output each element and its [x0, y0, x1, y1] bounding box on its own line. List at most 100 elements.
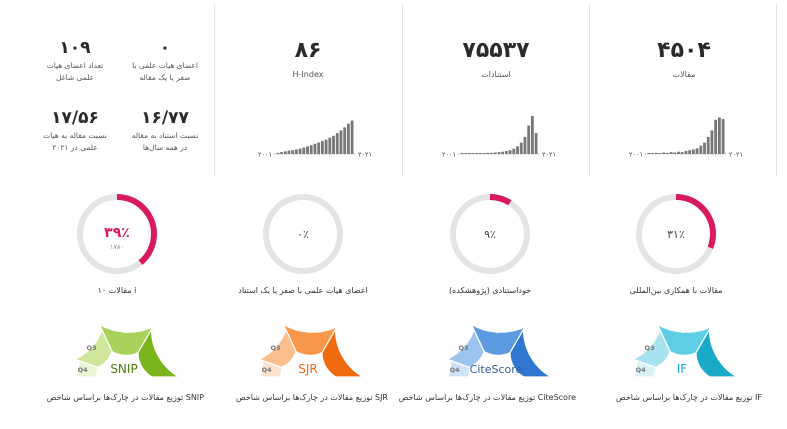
quartile-segment [98, 322, 155, 356]
quartile-label: Q1 [158, 351, 169, 359]
sparkline-bar [291, 150, 295, 154]
sparkline-bar [283, 151, 287, 154]
article-ratio-value: ۱۷/۵۶ [51, 108, 99, 128]
citation-ratio-value: ۱۶/۷۷ [141, 108, 189, 128]
article-ratio-stat: ۱۷/۵۶ نسبت مقاله به هیات علمی در ۲۰۲۱ [30, 108, 120, 154]
sparkline-bar [706, 136, 710, 154]
sparkline-bar [677, 151, 680, 154]
gauge-value: ۰٪ [297, 228, 309, 241]
sparkline-bar [691, 149, 695, 154]
sparkline-bar [501, 151, 505, 154]
index-name: IF [677, 362, 688, 376]
quartile-label: Q3 [87, 344, 97, 352]
sparkline-bar [335, 133, 339, 154]
gauge-ring: ۳۹٪ ۱۷۸۰ [77, 194, 157, 274]
sparkline-bar [475, 153, 479, 154]
gauge-fill [636, 194, 716, 274]
sparkline-bar [493, 152, 497, 154]
sparkline-bar [662, 152, 666, 154]
quartile-segment [137, 327, 182, 378]
hindex-sparkline: ۲۰۰۱ ۲۰۲۱ [258, 120, 372, 159]
sparkline-bar [699, 145, 703, 154]
sparkline-bar [294, 149, 298, 154]
sparkline-bar [478, 153, 482, 154]
gauge-value: ۳۹٪ [104, 225, 130, 241]
sparkline-bar [512, 148, 516, 154]
hindex-value: ۸۶ [294, 38, 322, 63]
year-end-label: ۲۰۲۱ [358, 151, 372, 159]
articles-sparkline: ۲۰۰۱ ۲۰۲۱ [629, 117, 743, 159]
quartile-label: Q1 [342, 351, 353, 359]
zero-members-label-2: صفر یا یک مقاله [139, 73, 191, 82]
article-ratio-label-1: نسبت مقاله به هیات [43, 131, 107, 140]
quartile-half-donut: Q4 Q3 Q2 Q1 CiteScore [445, 322, 554, 378]
sparkline-bar [534, 133, 538, 154]
year-end-label: ۲۰۲۱ [542, 151, 556, 159]
sparkline-bar [350, 120, 354, 154]
sparkline-bar [471, 153, 475, 154]
sparkline-bar [460, 153, 464, 154]
sparkline-bar [467, 153, 471, 154]
zero-members-stat: ۰ اعضای هیات علمی با صفر یا یک مقاله [120, 38, 210, 84]
citation-ratio-label-2: در همه سال‌ها [142, 143, 188, 152]
sparkline-bar [280, 152, 283, 154]
summary-row: ۰ اعضای هیات علمی با صفر یا یک مقاله ۱۰۹… [26, 4, 777, 176]
zero-members-label-1: اعضای هیات علمی با [132, 61, 198, 70]
hindex-card: ۸۶ H-Index ۲۰۰۱ ۲۰۲۱ [216, 4, 400, 176]
faculty-stats-card: ۰ اعضای هیات علمی با صفر یا یک مقاله ۱۰۹… [26, 4, 212, 176]
index-name: SNIP [110, 362, 137, 376]
sparkline-bar [482, 153, 486, 154]
hindex-label: H-Index [292, 70, 324, 79]
quartile-label: Q4 [450, 366, 461, 374]
sparkline-bar [328, 137, 332, 154]
sparkline-bar [669, 152, 673, 154]
quartile-label: Q3 [459, 344, 469, 352]
sparkline-bar [346, 123, 350, 154]
sparkline-bar [651, 153, 654, 154]
quartile-segment [470, 322, 527, 356]
sparkline-bar [298, 148, 302, 154]
gauge-value: ۹٪ [484, 228, 496, 241]
citations-label: استنادات [481, 70, 511, 79]
index-name: CiteScore [470, 363, 523, 376]
active-members-label-2: علمی شاغل [55, 73, 95, 82]
year-start-label: ۲۰۰۱ [258, 151, 272, 159]
sparkline-bar [688, 150, 692, 154]
quartile-label: Q2 [493, 327, 503, 335]
sparkline-bar [703, 142, 706, 154]
active-members-label-1: تعداد اعضای هیات [46, 61, 104, 70]
sparkline-bar [519, 142, 523, 154]
sparkline-bar [695, 148, 699, 154]
gauge-label: اعضای هیات علمی با صفر یا یک استناد [238, 286, 368, 295]
gauge-label: مقالات ۱۰ i [97, 286, 137, 295]
active-members-value: ۱۰۹ [59, 38, 91, 58]
sparkline-bar [276, 152, 280, 154]
article-ratio-label-2: علمی در ۲۰۲۱ [52, 143, 98, 152]
citation-ratio-stat: ۱۶/۷۷ نسبت استناد به مقاله در همه سال‌ها [120, 108, 210, 154]
sparkline-bar [306, 146, 309, 154]
sparkline-bar [317, 142, 321, 154]
quartile-label: Q1 [530, 351, 541, 359]
citations-value: ۷۵۵۳۷ [462, 38, 530, 63]
sparkline-bar [508, 150, 512, 154]
sparkline-bar [309, 145, 313, 154]
gauge-track [263, 194, 343, 274]
quartile-half-donut: Q4 Q3 Q2 Q1 SNIP [73, 322, 182, 378]
sparkline-bar [490, 152, 493, 154]
quartile-label: Q2 [121, 327, 131, 335]
quartile-label: Q1 [716, 351, 727, 359]
articles-label: مقالات [672, 70, 696, 79]
quartile-label: Q4 [636, 366, 647, 374]
sparkline-bar [658, 153, 662, 154]
quartile-caption: توزیع مقالات در چارک‌ها براساس شاخص SNIP [46, 393, 204, 402]
sparkline-bar [673, 152, 677, 154]
sparkline-bar [717, 117, 721, 154]
sparkline-bar [680, 152, 684, 154]
sparkline-bar [343, 127, 347, 154]
sparkline-bar [665, 152, 669, 154]
quartile-segment [656, 322, 713, 356]
sparkline-bar [721, 119, 725, 154]
gauge-subvalue: ۱۷۸۰ [110, 243, 124, 251]
quartile-label: Q2 [305, 327, 315, 335]
gauge-ring: ۳۱٪ [636, 194, 716, 274]
